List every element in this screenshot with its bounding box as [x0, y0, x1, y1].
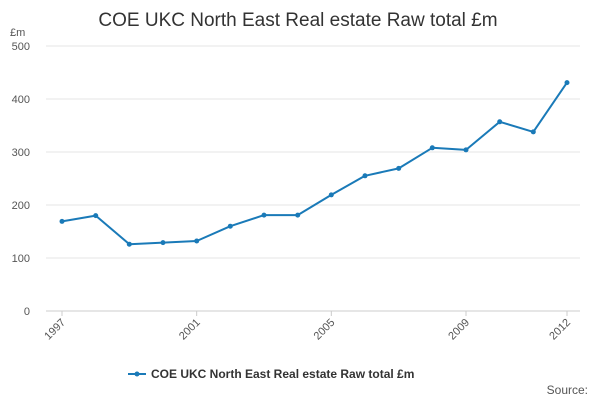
data-point[interactable]	[295, 212, 301, 218]
x-tick-label: 2009	[446, 317, 472, 343]
data-point[interactable]	[59, 218, 65, 224]
x-tick-label: 2005	[312, 317, 338, 343]
x-tick-label: 1997	[42, 317, 68, 343]
y-axis-tick-labels: 0 100 200 300 400 500	[12, 41, 30, 318]
data-point[interactable]	[497, 119, 503, 125]
x-tick-label: 2012	[547, 317, 573, 343]
chart-title: COE UKC North East Real estate Raw total…	[98, 10, 497, 31]
data-point[interactable]	[93, 213, 99, 219]
data-point[interactable]	[261, 212, 267, 218]
data-point[interactable]	[194, 238, 200, 244]
series-line	[61, 82, 568, 246]
y-tick-label: 400	[12, 94, 30, 106]
data-point[interactable]	[362, 173, 368, 179]
gridlines	[46, 45, 580, 312]
legend-swatch-marker	[134, 371, 140, 377]
series-lines	[59, 80, 570, 247]
data-point[interactable]	[429, 145, 435, 151]
data-point[interactable]	[227, 223, 233, 229]
y-tick-label: 200	[12, 200, 30, 212]
x-axis-tick-labels: 1997 2001 2005 2009 2012	[42, 311, 573, 342]
y-tick-label: 0	[24, 306, 30, 318]
data-point[interactable]	[160, 240, 166, 246]
data-point[interactable]	[328, 192, 334, 198]
legend[interactable]: COE UKC North East Real estate Raw total…	[128, 367, 414, 381]
data-point[interactable]	[463, 147, 469, 153]
data-point[interactable]	[564, 80, 570, 86]
y-tick-label: 100	[12, 253, 30, 265]
x-tick-label: 2001	[177, 317, 203, 343]
data-point[interactable]	[126, 241, 132, 247]
y-tick-label: 300	[12, 147, 30, 159]
y-tick-label: 500	[12, 41, 30, 53]
data-point[interactable]	[530, 129, 536, 135]
legend-label: COE UKC North East Real estate Raw total…	[151, 367, 414, 381]
source-label: Source:	[547, 383, 588, 397]
y-axis-unit-label: £m	[10, 27, 25, 39]
data-point[interactable]	[396, 165, 402, 171]
